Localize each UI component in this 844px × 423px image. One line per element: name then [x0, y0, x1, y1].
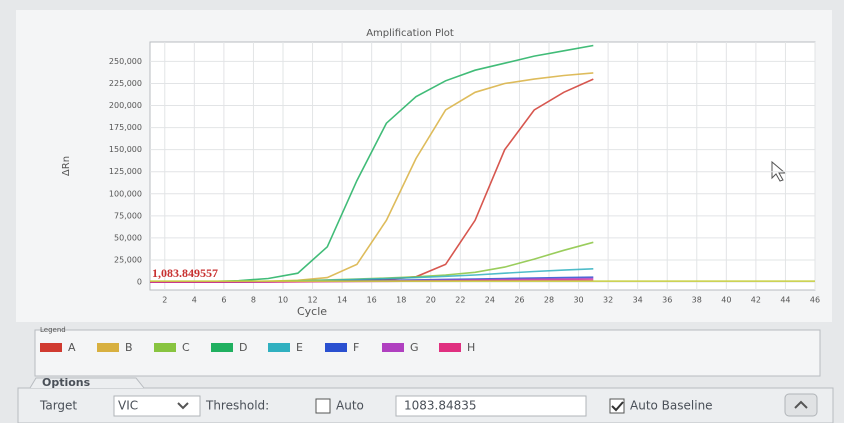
legend-label: E [296, 341, 303, 354]
legend-label: A [68, 341, 76, 354]
y-tick-label: 0 [137, 278, 142, 287]
auto-checkbox[interactable] [316, 399, 330, 413]
x-tick-label: 46 [810, 296, 820, 305]
legend-swatch [211, 343, 233, 352]
target-value[interactable]: VIC [118, 399, 138, 413]
y-tick-label: 150,000 [109, 145, 142, 154]
screen: Amplification Plot Cycle ΔRn 0 25,000 50,0… [0, 0, 844, 423]
y-tick-label: 175,000 [109, 123, 142, 132]
x-tick-label: 18 [396, 296, 406, 305]
target-label: Target [39, 399, 77, 413]
threshold-input-value[interactable]: 1083.84835 [404, 399, 477, 413]
legend-swatch [439, 343, 461, 352]
threshold-label: Threshold: [205, 399, 269, 413]
plot-area [150, 42, 815, 290]
y-tick-label: 125,000 [109, 167, 142, 176]
y-tick-label: 25,000 [114, 255, 142, 264]
legend-label: C [182, 341, 190, 354]
x-tick-label: 16 [367, 296, 377, 305]
options-tab-label[interactable]: Options [42, 376, 91, 389]
y-tick-label: 75,000 [114, 211, 142, 220]
legend-label: F [353, 341, 359, 354]
x-tick-label: 26 [514, 296, 524, 305]
legend-swatch [154, 343, 176, 352]
threshold-label: 1,083.849557 [152, 266, 218, 280]
legend-title: Legend [40, 326, 66, 334]
x-tick-label: 20 [426, 296, 436, 305]
chart-title: Amplification Plot [366, 28, 454, 39]
y-tick-label: 250,000 [109, 57, 142, 66]
y-tick-label: 225,000 [109, 79, 142, 88]
legend-label: H [467, 341, 475, 354]
x-tick-label: 42 [751, 296, 761, 305]
legend-label: D [239, 341, 247, 354]
x-tick-label: 36 [662, 296, 672, 305]
x-tick-label: 30 [573, 296, 583, 305]
x-tick-label: 22 [455, 296, 465, 305]
x-tick-label: 32 [603, 296, 613, 305]
auto-label[interactable]: Auto [336, 399, 364, 413]
y-tick-label: 50,000 [114, 233, 142, 242]
y-tick-label: 100,000 [109, 189, 142, 198]
x-tick-label: 14 [337, 296, 347, 305]
x-tick-label: 24 [485, 296, 495, 305]
x-tick-label: 6 [221, 296, 226, 305]
x-tick-label: 2 [162, 296, 167, 305]
x-tick-label: 4 [192, 296, 197, 305]
x-tick-label: 28 [544, 296, 554, 305]
x-tick-label: 8 [251, 296, 256, 305]
collapse-button[interactable] [785, 394, 817, 416]
x-axis-label: Cycle [297, 305, 327, 318]
y-axis-label: ΔRn [61, 156, 72, 176]
legend-swatch [325, 343, 347, 352]
legend-swatch [382, 343, 404, 352]
auto-baseline-label[interactable]: Auto Baseline [630, 399, 713, 413]
legend-swatch [97, 343, 119, 352]
x-tick-label: 40 [721, 296, 731, 305]
x-tick-label: 12 [307, 296, 317, 305]
legend-label: G [410, 341, 419, 354]
y-tick-label: 200,000 [109, 101, 142, 110]
legend-box [35, 330, 820, 376]
x-tick-label: 10 [278, 296, 288, 305]
legend-swatch [40, 343, 62, 352]
x-tick-label: 44 [780, 296, 790, 305]
legend-label: B [125, 341, 133, 354]
x-tick-label: 38 [692, 296, 702, 305]
legend-swatch [268, 343, 290, 352]
x-tick-label: 34 [633, 296, 643, 305]
